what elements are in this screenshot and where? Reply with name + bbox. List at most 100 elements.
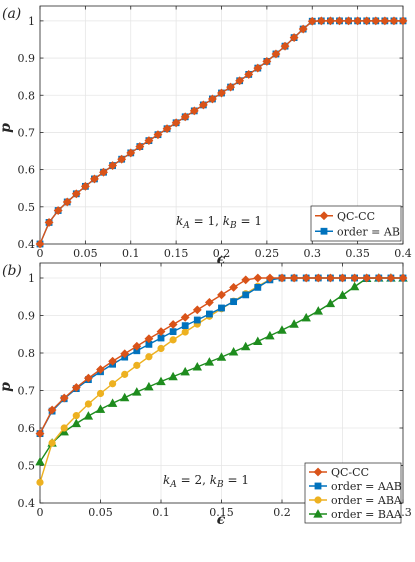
data-point: [325, 298, 336, 308]
data-point: [192, 362, 203, 371]
x-tick-label: 0.15: [209, 506, 234, 519]
data-point: [36, 478, 44, 486]
x-tick-label: 0.35: [345, 247, 370, 260]
data-point: [301, 312, 311, 322]
data-point: [107, 398, 118, 407]
data-point: [80, 181, 90, 191]
data-point: [371, 16, 381, 26]
y-tick-label: 0.6: [18, 164, 36, 177]
data-point: [277, 325, 287, 334]
data-point: [380, 16, 390, 26]
data-point: [44, 218, 54, 227]
data-point: [253, 273, 263, 283]
data-point: [337, 290, 348, 299]
x-tick-label: 0.2: [273, 506, 291, 519]
x-tick-label: 0.3: [304, 247, 322, 260]
data-point: [262, 56, 272, 66]
legend-marker: [313, 509, 323, 518]
data-point: [244, 70, 254, 79]
panel-label: (a): [2, 6, 21, 22]
series-qc-cc: [35, 273, 408, 439]
data-point: [325, 273, 335, 283]
data-point: [83, 411, 94, 420]
data-point: [218, 304, 225, 312]
data-point: [277, 273, 287, 283]
y-tick-label: 0.5: [18, 201, 36, 214]
annotation-eq: = 2,: [177, 473, 210, 487]
data-point: [254, 283, 262, 291]
data-point: [338, 273, 347, 283]
x-tick-label: 0.05: [88, 506, 113, 519]
data-point: [47, 405, 57, 415]
annotation-k: k: [223, 214, 230, 228]
data-point: [156, 376, 166, 386]
data-point: [180, 112, 190, 122]
data-point: [119, 392, 130, 402]
data-point: [95, 404, 106, 413]
annotation-k: k: [210, 473, 217, 487]
y-tick-label: 0.8: [18, 89, 36, 102]
annotation-eq: = 1: [224, 473, 249, 487]
x-axis-label: ϵ: [217, 252, 226, 268]
annotation-sub: B: [216, 480, 224, 490]
data-point: [316, 16, 326, 26]
data-point: [84, 400, 92, 408]
annotation-eq: = 1,: [190, 214, 223, 228]
data-point: [398, 16, 408, 26]
legend-marker: [319, 211, 329, 221]
data-point: [71, 383, 81, 392]
data-point: [156, 327, 166, 337]
series-qc-cc: [35, 16, 408, 249]
data-point: [192, 305, 202, 315]
data-point: [229, 282, 239, 292]
data-point: [240, 341, 251, 351]
x-tick-label: 0.25: [255, 247, 280, 260]
x-tick-label: 0.4: [394, 247, 412, 260]
data-point: [301, 273, 311, 283]
data-point: [335, 16, 344, 26]
data-point: [35, 429, 45, 439]
annotation-sub: A: [169, 480, 177, 490]
y-tick-label: 0.5: [18, 460, 36, 473]
y-axis-label: p: [0, 382, 14, 392]
data-point: [35, 239, 45, 249]
data-point: [344, 16, 353, 26]
data-point: [216, 352, 227, 361]
data-point: [99, 167, 108, 177]
data-point: [398, 273, 408, 283]
data-point: [198, 100, 208, 110]
data-point: [253, 336, 263, 346]
legend-marker: [314, 482, 322, 490]
x-tick-label: 0.1: [122, 247, 140, 260]
legend-box: [310, 205, 402, 242]
data-point: [168, 320, 178, 329]
data-point: [48, 439, 56, 447]
x-tick-label: 0.1: [152, 506, 170, 519]
data-point: [386, 273, 396, 283]
legend-marker: [314, 496, 322, 504]
data-point: [117, 154, 127, 164]
x-tick-label: 0.05: [73, 247, 98, 260]
annotation: kA = 2, kB = 1: [163, 473, 249, 490]
data-point: [235, 76, 245, 86]
data-point: [53, 206, 63, 215]
data-point: [265, 273, 275, 283]
data-point: [169, 336, 177, 344]
data-point: [204, 357, 215, 366]
data-point: [60, 424, 68, 432]
data-point: [271, 49, 281, 59]
data-point: [253, 63, 263, 73]
y-tick-label: 0.9: [18, 52, 36, 65]
legend-label: QC-CC: [331, 466, 369, 479]
annotation: kA = 1, kB = 1: [176, 214, 262, 231]
data-point: [144, 381, 154, 391]
data-point: [242, 291, 250, 299]
data-point: [362, 16, 372, 26]
legend-label: order = AAB: [331, 480, 402, 493]
panel-b: 00.050.10.150.20.250.30.40.50.60.70.80.9…: [0, 262, 412, 528]
data-point: [162, 124, 172, 134]
data-point: [90, 174, 99, 184]
data-point: [132, 387, 142, 396]
annotation-sub: B: [229, 221, 237, 231]
